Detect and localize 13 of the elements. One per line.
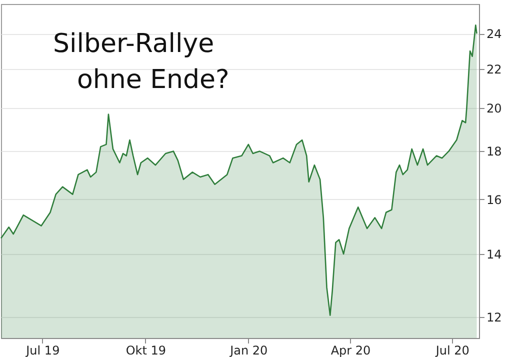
x-tick-label: Apr 20 [330,344,371,357]
x-tick-label: Jan 20 [229,344,268,357]
y-tick-label: 20 [486,102,502,116]
text: Silber-Rallye ohne Ende? [53,29,230,95]
y-tick-label: 22 [486,62,502,77]
y-tick-label: 24 [486,27,502,42]
y-tick-label: 12 [486,310,502,325]
y-tick-label: 18 [486,144,502,159]
y-tick-label: 14 [486,247,502,262]
y-tick-label: 16 [486,192,502,207]
x-tick-label: Jul 20 [434,344,470,357]
x-tick-label: Okt 19 [126,344,166,357]
x-tick-label: Jul 19 [25,344,60,357]
